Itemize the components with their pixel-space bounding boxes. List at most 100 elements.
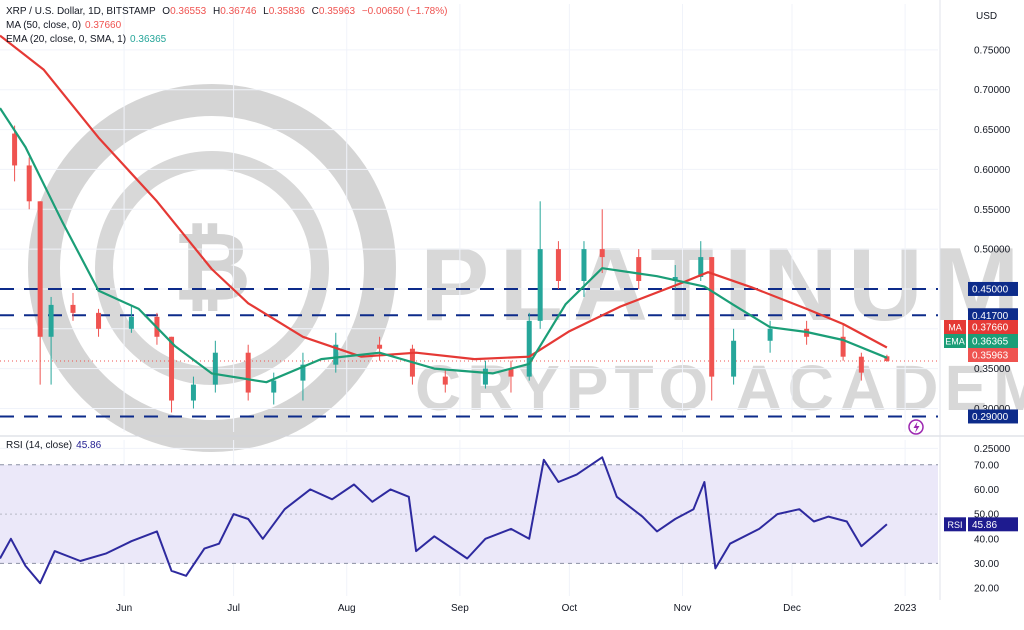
watermark-title: PLATINUM: [420, 227, 1024, 343]
candle-body: [672, 277, 678, 281]
rsi-axis-tick: 20.00: [974, 584, 999, 595]
candle-body: [709, 257, 715, 377]
ema-tag-bg: [968, 334, 1018, 348]
rsi-axis-tick: 70.00: [974, 460, 999, 471]
close-tag-value: 0.35963: [972, 351, 1009, 362]
candle-body: [767, 328, 773, 341]
rsi-line: [0, 456, 888, 585]
candle-body: [526, 320, 532, 377]
close-tag-bg: [968, 348, 1018, 362]
candle-body: [245, 352, 251, 393]
candle-body: [96, 312, 102, 329]
rsi-tag-name-bg: [944, 517, 966, 532]
ema-legend[interactable]: EMA (20, close, 0, SMA, 1) 0.36365: [6, 34, 166, 45]
candle-body: [508, 368, 514, 377]
candle-body: [12, 133, 18, 166]
candle-body: [212, 352, 218, 385]
indicator-lines: [0, 34, 888, 585]
price-change: −0.00650 (−1.78%): [361, 6, 448, 17]
price-axis-tick: 0.60000: [974, 165, 1011, 176]
candle-body: [333, 344, 339, 365]
candle-body: [190, 384, 196, 401]
rsi-tag-value: 45.86: [972, 520, 997, 531]
candle-body: [37, 201, 43, 337]
time-axis-label: 2023: [894, 603, 917, 614]
candle-body: [482, 368, 488, 385]
icons: [908, 419, 924, 435]
price-axis-tick: 0.35000: [974, 364, 1011, 375]
watermark-logo-inner-ring: [95, 151, 329, 385]
time-axis-label: Jul: [227, 603, 240, 614]
time-axis-label: Aug: [338, 603, 356, 614]
rsi-axis-tick: 40.00: [974, 534, 999, 545]
ma-tag-value: 0.37660: [972, 323, 1009, 334]
ohlc-close-key: C: [311, 6, 319, 17]
level-tag-bg: [968, 281, 1018, 296]
level-tag-bg: [968, 409, 1018, 424]
lightning-bolt-icon: [913, 421, 920, 433]
ma-tag-bg: [968, 320, 1018, 334]
rsi-axis-tick: 60.00: [974, 485, 999, 496]
currency-label: USD: [976, 11, 998, 22]
ohlc-close-value: 0.35963: [318, 6, 356, 17]
ohlc-high-key: H: [213, 6, 221, 17]
candle-body: [698, 257, 704, 278]
ma-line: [0, 34, 888, 361]
candle-body: [636, 257, 642, 281]
time-axis-label: Sep: [451, 603, 469, 614]
candle-body: [858, 356, 864, 373]
ohlc-open-value: 0.36553: [170, 6, 207, 17]
time-axis-label: Dec: [783, 603, 801, 614]
rsi-value: 45.86: [76, 440, 102, 451]
candles: [12, 125, 890, 413]
price-axis-tick: 0.50000: [974, 245, 1011, 256]
ohlc-open-key: O: [162, 6, 171, 17]
price-axis-tick: 0.70000: [974, 85, 1011, 96]
ma-label: MA (50, close, 0): [6, 20, 82, 31]
level-tag-value: 0.29000: [972, 412, 1009, 423]
rsi-legend[interactable]: RSI (14, close) 45.86: [6, 440, 101, 451]
level-tag-value: 0.41700: [972, 311, 1009, 322]
candle-body: [48, 304, 54, 337]
watermark-subtitle: CRYPTO ACADEMY: [415, 352, 1024, 424]
price-axis-tick: 0.25000: [974, 444, 1011, 455]
time-axis-label: Jun: [116, 603, 132, 614]
time-axis-label: Nov: [674, 603, 692, 614]
symbol-name: XRP / U.S. Dollar, 1D, BITSTAMP: [6, 6, 156, 17]
price-axis-tick: 0.75000: [974, 45, 1011, 56]
time-axis-label: Oct: [562, 603, 578, 614]
ohlc-low-value: 0.35836: [268, 6, 305, 17]
candle-body: [300, 364, 306, 381]
candle-body: [840, 336, 846, 357]
ma-legend[interactable]: MA (50, close, 0) 0.37660: [6, 20, 121, 31]
ohlc-low-key: L: [263, 6, 269, 17]
price-axis-tick: 0.55000: [974, 205, 1011, 216]
candle-body: [537, 249, 543, 321]
level-tag-value: 0.45000: [972, 284, 1009, 295]
ema-tag-name-bg: [944, 334, 966, 348]
rsi-tag-bg: [968, 517, 1018, 532]
candle-body: [377, 344, 383, 349]
candle-body: [884, 356, 890, 361]
candle-body: [581, 249, 587, 281]
candle-body: [442, 376, 448, 385]
candle-body: [555, 249, 561, 281]
rsi-tag-name: RSI: [947, 520, 962, 530]
ema-tag-name: EMA: [945, 337, 965, 347]
rsi-axis-tick: 30.00: [974, 559, 999, 570]
symbol-legend: XRP / U.S. Dollar, 1D, BITSTAMP O0.36553…: [6, 6, 447, 17]
ma-tag-name: MA: [948, 323, 962, 333]
candle-body: [731, 340, 737, 377]
ma-tag-name-bg: [944, 320, 966, 334]
ema-label: EMA (20, close, 0, SMA, 1): [6, 34, 127, 45]
horizontal-levels: [0, 287, 938, 418]
price-axis-tick: 0.65000: [974, 125, 1011, 136]
ohlc-high-value: 0.36746: [220, 6, 257, 17]
candle-body: [26, 165, 32, 202]
rsi-band: [0, 464, 938, 564]
rsi-axis-tick: 50.00: [974, 510, 999, 521]
ema-line: [0, 107, 888, 384]
candle-body: [128, 316, 134, 329]
